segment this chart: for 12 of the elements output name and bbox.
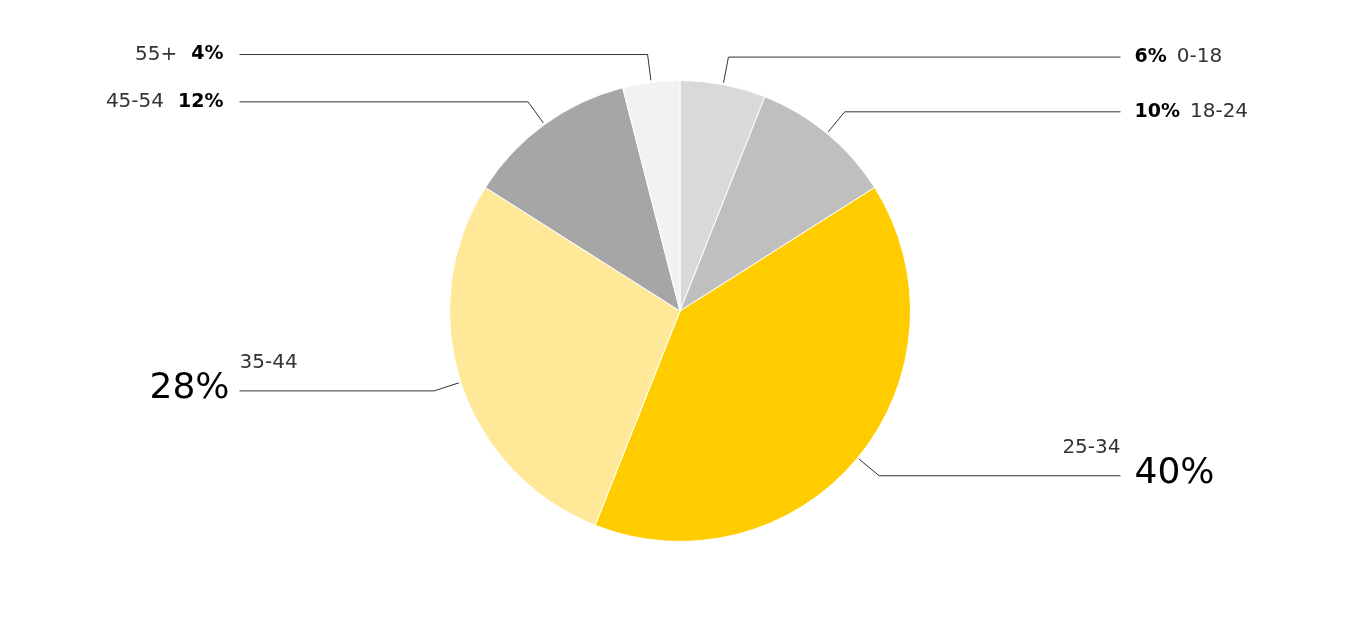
data-label: 12% (178, 88, 224, 111)
slice-label: 55+ (135, 40, 178, 65)
data-label: 40% (1134, 450, 1215, 492)
data-label: 4% (191, 41, 224, 64)
slice-label: 0-18 (1176, 43, 1223, 68)
slice-label: 25-34 (1062, 433, 1121, 458)
data-label: 28% (149, 365, 230, 407)
data-label: 10% (1134, 98, 1180, 121)
slice-label: 45-54 (105, 88, 165, 113)
data-label: 6% (1134, 44, 1167, 67)
slice-label: 18-24 (1189, 98, 1249, 123)
slice-label: 35-44 (239, 349, 298, 374)
